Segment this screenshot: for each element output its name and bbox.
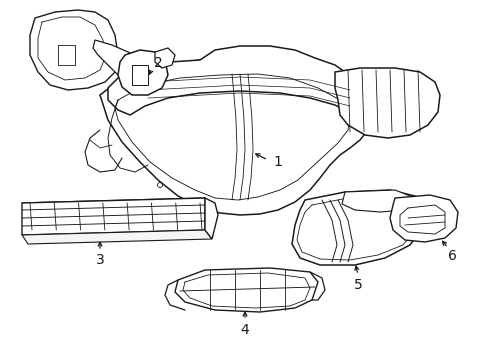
Polygon shape xyxy=(341,190,414,212)
Text: 4: 4 xyxy=(240,323,249,337)
Polygon shape xyxy=(22,198,212,212)
Polygon shape xyxy=(100,58,371,215)
Polygon shape xyxy=(22,198,204,235)
Polygon shape xyxy=(334,68,439,138)
Polygon shape xyxy=(118,50,168,95)
Text: 3: 3 xyxy=(96,253,104,267)
Polygon shape xyxy=(291,190,424,265)
Polygon shape xyxy=(155,48,175,68)
Polygon shape xyxy=(30,10,118,90)
Polygon shape xyxy=(175,268,317,312)
Text: 5: 5 xyxy=(353,278,362,292)
Polygon shape xyxy=(93,40,148,83)
Polygon shape xyxy=(108,46,367,118)
Polygon shape xyxy=(22,230,212,244)
Polygon shape xyxy=(204,198,218,239)
Text: 1: 1 xyxy=(273,155,282,169)
Polygon shape xyxy=(389,195,457,242)
Text: 6: 6 xyxy=(447,249,455,263)
Text: 2: 2 xyxy=(153,56,162,70)
